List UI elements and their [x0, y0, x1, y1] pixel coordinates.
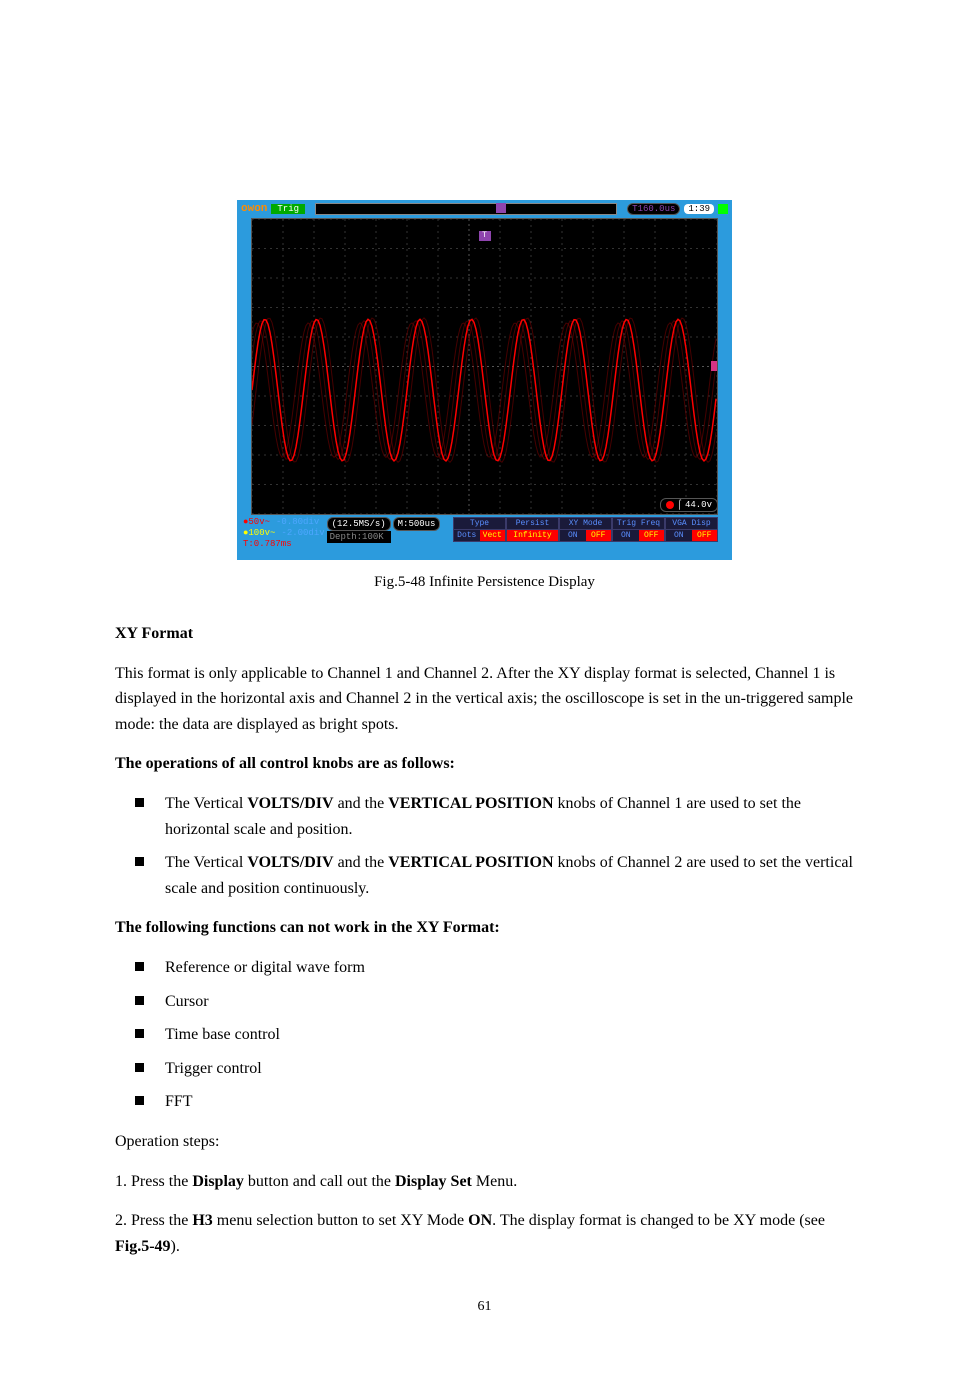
list-item: Cursor [135, 989, 854, 1015]
menu-option[interactable]: ON [613, 530, 639, 541]
list-item: Time base control [135, 1022, 854, 1048]
xy-format-description: This format is only applicable to Channe… [115, 661, 854, 738]
menu-option[interactable]: Vect [480, 530, 506, 541]
timebase-readout: M:500us [393, 517, 441, 531]
memory-position-bar [315, 203, 617, 215]
trigger-position-marker: T [479, 231, 491, 241]
menu-header: VGA Disp [666, 518, 717, 530]
softkey-menu: TypeDotsVectPersistInfinityXY ModeONOFFT… [453, 517, 718, 542]
menu-column[interactable]: Trig FreqONOFF [612, 517, 665, 542]
menu-column[interactable]: PersistInfinity [506, 517, 559, 542]
menu-header: XY Mode [560, 518, 611, 530]
menu-column[interactable]: XY ModeONOFF [559, 517, 612, 542]
menu-option[interactable]: ON [560, 530, 586, 541]
trig-status: Trig [271, 204, 305, 214]
xy-format-heading: XY Format [115, 625, 193, 642]
trigger-level-marker [711, 361, 718, 371]
steps-heading: Operation steps: [115, 1129, 854, 1155]
list-item: The Vertical VOLTS/DIV and the VERTICAL … [135, 791, 854, 842]
clock-badge: 1:39 [684, 204, 714, 214]
menu-option[interactable]: OFF [692, 530, 718, 541]
scope-topbar: owon Trig T160.0us 1:39 [237, 200, 732, 218]
notes-list: Reference or digital wave form Cursor Time… [135, 955, 854, 1115]
list-item: The Vertical VOLTS/DIV and the VERTICAL … [135, 850, 854, 901]
menu-option[interactable]: OFF [586, 530, 612, 541]
rate-info: (12.5MS/s) Depth:100K [327, 517, 391, 543]
step-item: 1. Press the Display button and call out… [115, 1169, 854, 1195]
menu-column[interactable]: VGA DispONOFF [665, 517, 718, 542]
trig-time-badge: T160.0us [627, 203, 680, 215]
steps-list: 1. Press the Display button and call out… [115, 1169, 854, 1260]
channel-info: ●50v~ -0.80div ●100v~ -2.00div T:0.787ms [243, 517, 325, 550]
operations-list: The Vertical VOLTS/DIV and the VERTICAL … [135, 791, 854, 901]
menu-option[interactable]: OFF [639, 530, 665, 541]
page-number: 61 [115, 1299, 854, 1315]
scope-logo: owon [241, 203, 267, 215]
operations-heading: The operations of all control knobs are … [115, 755, 455, 772]
menu-header: Type [454, 518, 505, 530]
menu-header: Persist [507, 518, 558, 530]
menu-header: Trig Freq [613, 518, 664, 530]
waveform-display: T [251, 218, 718, 515]
list-item: Reference or digital wave form [135, 955, 854, 981]
menu-option[interactable]: Dots [454, 530, 480, 541]
trig-dot-icon [666, 501, 674, 509]
menu-column[interactable]: TypeDotsVect [453, 517, 506, 542]
scope-grid [252, 219, 717, 514]
menu-option[interactable]: Infinity [507, 530, 558, 541]
body-text: XY Format This format is only applicable… [115, 621, 854, 1259]
list-item: Trigger control [135, 1056, 854, 1082]
oscilloscope-screenshot: owon Trig T160.0us 1:39 T [115, 200, 854, 560]
scope-bottombar: ●50v~ -0.80div ●100v~ -2.00div T:0.787ms… [237, 515, 732, 559]
menu-option[interactable]: ON [666, 530, 692, 541]
figure-caption: Fig.5-48 Infinite Persistence Display [115, 574, 854, 591]
trigger-level-readout: ⌠ 44.0v [660, 498, 718, 512]
note-heading: The following functions can not work in … [115, 919, 500, 936]
step-item: 2. Press the H3 menu selection button to… [115, 1208, 854, 1259]
battery-icon [718, 204, 728, 214]
list-item: FFT [135, 1089, 854, 1115]
